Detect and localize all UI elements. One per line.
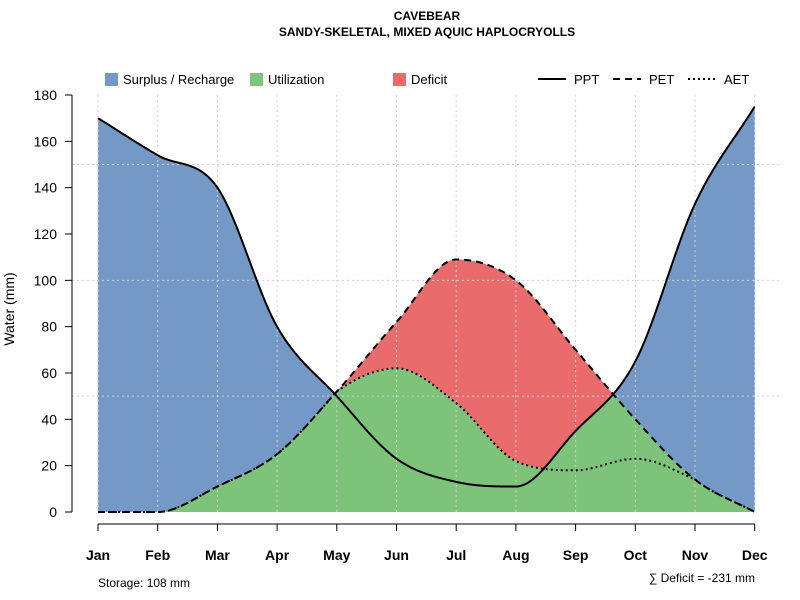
x-tick-label: Mar xyxy=(205,547,230,563)
y-axis-label: Water (mm) xyxy=(1,272,17,345)
y-tick-label: 140 xyxy=(34,180,58,196)
x-tick-label: Jul xyxy=(446,547,466,563)
legend-label: AET xyxy=(724,72,749,87)
chart-title: CAVEBEAR xyxy=(394,9,461,23)
y-tick-label: 40 xyxy=(41,411,57,427)
series-line-pet xyxy=(98,258,756,513)
area-fills xyxy=(98,106,755,512)
legend-swatch-surplus-recharge xyxy=(105,73,118,86)
chart-subtitle: SANDY-SKELETAL, MIXED AQUIC HAPLOCRYOLLS xyxy=(279,25,575,39)
x-tick-label: Feb xyxy=(145,547,170,563)
y-tick-label: 0 xyxy=(49,504,57,520)
surplus-recharge-area xyxy=(98,106,755,512)
x-tick-label: May xyxy=(323,547,350,563)
x-tick-label: Oct xyxy=(624,547,648,563)
y-tick-label: 180 xyxy=(34,87,58,103)
legend: Surplus / Recharge Utilization Deficit PPT P… xyxy=(105,72,749,87)
y-tick-label: 20 xyxy=(41,458,57,474)
x-tick-label: Apr xyxy=(265,547,290,563)
legend-label: PPT xyxy=(574,72,599,87)
legend-label: Deficit xyxy=(411,72,448,87)
x-tick-label: Jan xyxy=(86,547,110,563)
deficit-note: ∑ Deficit = -231 mm xyxy=(649,571,755,585)
y-tick-label: 160 xyxy=(34,133,58,149)
y-tick-label: 120 xyxy=(34,226,58,242)
x-tick-label: Jun xyxy=(384,547,409,563)
series-line-ppt xyxy=(97,106,756,488)
legend-swatch-deficit xyxy=(393,73,406,86)
legend-label: Utilization xyxy=(268,72,324,87)
storage-note: Storage: 108 mm xyxy=(98,576,190,590)
deficit-area xyxy=(98,259,755,512)
legend-swatch-utilization xyxy=(250,73,263,86)
legend-label: PET xyxy=(649,72,674,87)
y-tick-label: 100 xyxy=(34,272,58,288)
series-line-aet xyxy=(98,367,756,513)
x-tick-label: Aug xyxy=(502,547,529,563)
legend-label: Surplus / Recharge xyxy=(123,72,234,87)
y-tick-label: 60 xyxy=(41,365,57,381)
x-tick-label: Dec xyxy=(742,547,768,563)
axes: 0 20 40 60 80 100 120 140 160 180 Jan Feb Mar Apr May J… xyxy=(34,87,768,563)
x-tick-label: Nov xyxy=(682,547,709,563)
x-tick-label: Sep xyxy=(563,547,589,563)
series-lines xyxy=(97,106,756,513)
y-tick-label: 80 xyxy=(41,319,57,335)
